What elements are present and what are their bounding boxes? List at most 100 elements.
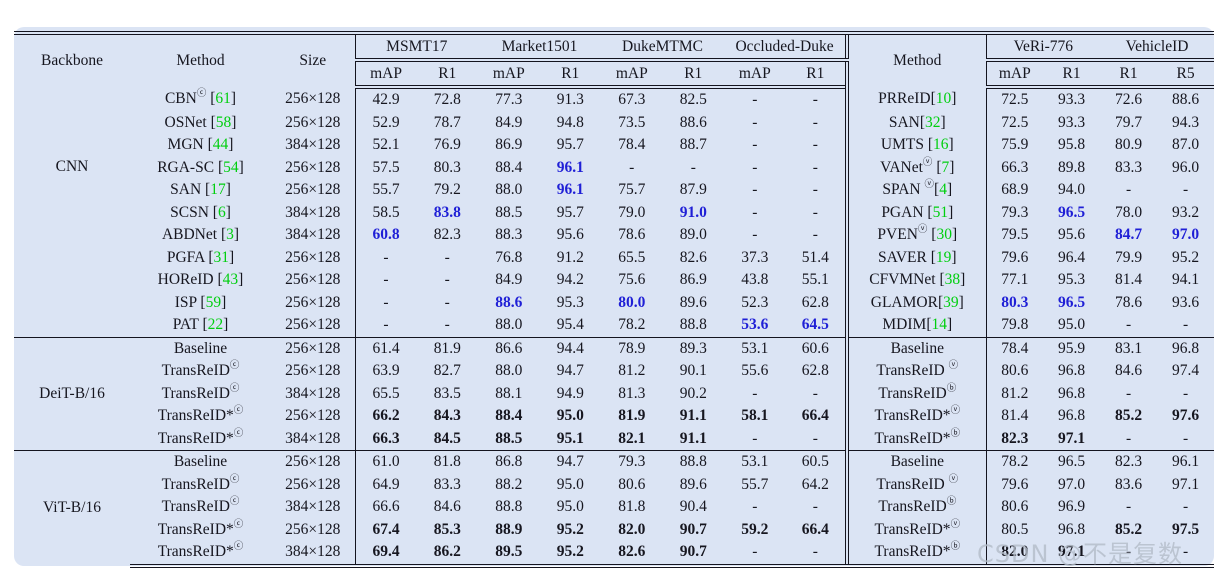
- sub-header-msmt17-r1: R1: [416, 60, 478, 89]
- metric-value: -: [444, 316, 450, 334]
- metric-value: 84.9: [495, 113, 523, 131]
- method-name-right: TransReID*ⓑ: [845, 541, 987, 568]
- method-superscript: ⓑ: [946, 496, 957, 508]
- group-header-dukemtmc: DukeMTMC: [601, 31, 725, 62]
- metric-value: 91.1: [679, 429, 707, 447]
- sub-header-dukemtmc-map: mAP: [601, 60, 663, 89]
- metric-value: 81.4: [1114, 271, 1143, 289]
- metric-value: 81.2: [618, 362, 646, 380]
- results-table: Backbone Method Size MSMT17 Market1501 DukeMT…: [14, 31, 1215, 568]
- metric-value: 88.6: [495, 293, 523, 311]
- metric-value: 95.0: [556, 475, 584, 493]
- metric-value: 79.5: [985, 224, 1044, 247]
- sub-header-veri-776-map: mAP: [985, 60, 1044, 89]
- citation-number: 58: [215, 113, 232, 131]
- metric-value: 73.5: [618, 113, 646, 131]
- metric-value: 88.8: [662, 450, 725, 474]
- method-name-right: MDIM[14]: [845, 314, 987, 337]
- method-name-right: TransReID*ⓑ: [845, 427, 987, 451]
- metric-value: 95.3: [1057, 271, 1086, 289]
- metric-value: 88.6: [1171, 91, 1200, 109]
- method-name: TransReIDⓒ: [161, 473, 240, 493]
- metric-value: 88.0: [495, 316, 523, 334]
- method-superscript: ⓒ: [229, 360, 240, 372]
- metric-value: 64.9: [354, 473, 417, 496]
- metric-value: 75.7: [618, 181, 646, 199]
- citation-number: 7: [941, 158, 950, 176]
- metric-value: 82.7: [433, 362, 461, 380]
- metric-value: 63.9: [354, 360, 417, 383]
- metric-value: 78.7: [433, 113, 461, 131]
- method-name: TransReIDⓒ: [161, 496, 240, 516]
- metric-value: 72.5: [985, 87, 1044, 112]
- metric-value: 55.7: [741, 475, 769, 493]
- metric-value: 81.3: [618, 384, 646, 402]
- metric-value: 96.1: [556, 181, 584, 199]
- metric-value: 67.4: [354, 518, 417, 541]
- metric-value: -: [1100, 541, 1158, 568]
- metric-value: 94.9: [556, 384, 584, 402]
- metric-value: 85.2: [1114, 407, 1143, 425]
- metric-value: 95.8: [1057, 136, 1086, 154]
- citation-number: 61: [215, 90, 231, 108]
- metric-value: -: [1125, 384, 1132, 402]
- metric-value: -: [812, 384, 818, 402]
- metric-value: 95.0: [556, 498, 584, 516]
- metric-value: 97.6: [1171, 407, 1200, 425]
- method-name: PAT [22]: [172, 316, 229, 334]
- sub-header-occluded-duke-map: mAP: [724, 60, 786, 89]
- metric-value: 69.4: [354, 541, 417, 568]
- metric-value: 82.1: [618, 429, 646, 447]
- metric-value: 82.5: [679, 91, 707, 109]
- metric-value: 78.2: [985, 450, 1044, 474]
- metric-value: 55.7: [354, 179, 417, 202]
- metric-value: 80.9: [1114, 136, 1143, 154]
- method-name-right: TransReID ⓥ: [845, 360, 987, 383]
- method-superscript: ⓥ: [922, 156, 933, 168]
- sub-header-occluded-duke-r1: R1: [785, 60, 848, 89]
- metric-value: 81.9: [416, 336, 478, 360]
- metric-value: 66.4: [801, 407, 829, 425]
- backbone-label-text: CNN: [55, 157, 89, 175]
- metric-value: 72.5: [985, 111, 1044, 134]
- metric-value: 95.2: [539, 541, 602, 568]
- metric-value: 88.5: [495, 429, 523, 447]
- metric-value: 61.0: [354, 450, 417, 474]
- method-superscript: ⓥ: [924, 179, 935, 191]
- metric-value: 79.6: [985, 473, 1044, 496]
- input-size: 384×128: [285, 429, 341, 447]
- method-superscript: ⓑ: [950, 541, 961, 553]
- metric-value: 95.2: [556, 520, 584, 538]
- sub-header-vehicleid-r1: R1: [1100, 60, 1158, 89]
- citation-number: 43: [222, 271, 239, 289]
- metric-value: 90.1: [679, 362, 707, 380]
- input-size: 256×128: [285, 316, 341, 334]
- metric-value: 97.1: [1043, 541, 1101, 568]
- metric-value: 66.3: [985, 156, 1044, 179]
- input-size: 256×128: [285, 475, 341, 493]
- method-name: PGFA [31]: [166, 248, 235, 266]
- metric-value: -: [1125, 429, 1132, 447]
- metric-value: 87.9: [679, 181, 707, 199]
- input-size: 384×128: [285, 136, 341, 154]
- input-size: 256×128: [285, 181, 341, 199]
- metric-value: 96.5: [1057, 203, 1086, 221]
- col-header-backbone: Backbone: [14, 31, 130, 87]
- metric-value: 68.9: [985, 179, 1044, 202]
- method-name: Baseline: [130, 336, 271, 360]
- input-size: 384×128: [285, 226, 341, 244]
- metric-value: 93.2: [1171, 203, 1200, 221]
- citation-number: 38: [944, 271, 961, 289]
- citation-number: 17: [210, 181, 226, 199]
- method-name-right: PVENⓥ [30]: [845, 224, 987, 247]
- metric-value: -: [690, 158, 696, 176]
- metric-value: 81.2: [985, 382, 1044, 405]
- col-header-method: Method: [130, 31, 271, 87]
- metric-value: -: [1182, 181, 1189, 199]
- method-name: TransReIDⓒ: [161, 382, 240, 402]
- metric-value: 42.9: [354, 87, 417, 112]
- metric-value: 61.4: [354, 336, 417, 360]
- metric-value: 90.7: [662, 541, 725, 568]
- metric-value: 52.3: [741, 293, 769, 311]
- metric-value: 82.3: [433, 226, 461, 244]
